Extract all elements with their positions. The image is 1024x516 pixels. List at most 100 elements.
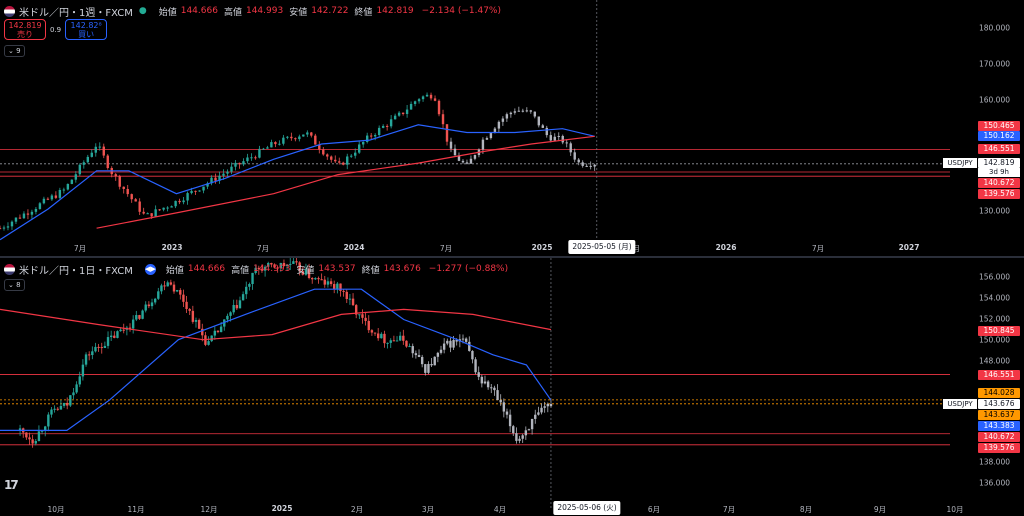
candle-body — [198, 190, 201, 192]
candle-body — [278, 143, 281, 145]
weekly-high-value: 144.993 — [245, 6, 284, 16]
candle-body — [294, 138, 297, 140]
candle-body — [292, 261, 295, 264]
candle-body — [254, 267, 257, 273]
candle-body — [144, 304, 147, 311]
x-tick: 2026 — [715, 243, 737, 252]
y-tick: 148.000 — [978, 356, 1010, 366]
candle-body — [274, 142, 277, 145]
daily-chart-pane[interactable]: 米ドル／円・1日・FXCM ◀▶ 始値 144.666 高値 144.993 安値 1… — [0, 258, 1024, 516]
candle-body — [441, 114, 445, 125]
candle-body — [98, 146, 101, 148]
candle-body — [358, 314, 361, 316]
weekly-low-label: 安値 — [289, 7, 308, 18]
candle-body — [545, 127, 548, 136]
buy-price: 142.82⁸ — [70, 21, 102, 30]
candle-body — [201, 328, 204, 336]
daily-open-label: 始値 — [165, 265, 184, 276]
candle-body — [414, 353, 418, 356]
daily-indicator-count: 8 — [16, 281, 21, 289]
candle-body — [505, 114, 509, 119]
candle-body — [449, 340, 452, 348]
x-tick: 10月 — [47, 505, 65, 514]
candle-body — [30, 211, 34, 215]
y-tick: 154.000 — [978, 293, 1010, 303]
candle-body — [301, 271, 304, 275]
candle-body — [74, 174, 78, 180]
x-tick: 2024 — [343, 243, 365, 252]
candle-body — [330, 156, 333, 160]
candle-body — [546, 403, 550, 407]
sell-button[interactable]: 142.819 売り — [4, 19, 46, 40]
candle-body — [420, 356, 424, 365]
candle-body — [369, 135, 373, 137]
daily-chart-canvas[interactable] — [0, 258, 1024, 516]
weekly-chart-pane[interactable]: 米ドル／円・1週・FXCM ● 始値 144.666 高値 144.993 安値 14… — [0, 0, 1024, 256]
candle-body — [50, 409, 53, 415]
candle-body — [258, 148, 261, 158]
candle-body — [160, 285, 163, 292]
candle-body — [524, 430, 528, 436]
replay-icon[interactable]: ◀▶ — [144, 263, 156, 275]
price-label-current: 143.676 — [978, 399, 1020, 409]
candle-body — [537, 412, 540, 415]
candle-body — [480, 376, 484, 384]
moving-average-blue-line — [0, 124, 595, 241]
candle-body — [116, 331, 119, 338]
candle-body — [282, 137, 285, 144]
price-label-139-576: 139.576 — [978, 443, 1020, 453]
daily-change: −1.277 (−0.88%) — [428, 264, 509, 274]
candle-body — [226, 315, 229, 320]
price-label-143-637: 143.637 — [978, 410, 1020, 420]
moving-average-red-line — [0, 308, 552, 341]
candle-body — [464, 338, 468, 342]
x-tick: 7月 — [722, 505, 736, 514]
candle-body — [142, 211, 145, 214]
weekly-indicators-toggle[interactable]: ⌄ 9 — [4, 45, 25, 57]
candle-body — [302, 134, 305, 137]
candle-body — [541, 125, 544, 128]
daily-close-label: 終値 — [361, 265, 380, 276]
pane-separator[interactable] — [0, 256, 1024, 258]
candle-body — [585, 165, 588, 167]
daily-indicators-toggle[interactable]: ⌄ 8 — [4, 279, 25, 291]
candle-body — [346, 156, 349, 165]
candle-body — [348, 298, 352, 300]
candle-body — [241, 294, 245, 301]
weekly-symbol-title[interactable]: 米ドル／円・1週・FXCM — [19, 7, 133, 19]
candle-body — [465, 162, 469, 164]
candle-body — [502, 402, 506, 412]
candle-body — [267, 262, 270, 267]
price-label-146-551: 146.551 — [978, 370, 1020, 380]
candle-body — [262, 148, 265, 150]
crosshair-date-label: 2025-05-06 (火) — [553, 501, 621, 515]
candle-body — [128, 327, 132, 329]
x-tick: 2月 — [350, 505, 364, 514]
candle-body — [130, 194, 133, 200]
weekly-chart-canvas[interactable] — [0, 0, 1024, 256]
candle-body — [442, 343, 446, 350]
candle-body — [222, 173, 225, 176]
candle-body — [533, 111, 537, 117]
candle-body — [182, 200, 185, 203]
candle-body — [342, 162, 345, 165]
candle-body — [452, 340, 455, 348]
candle-body — [525, 110, 529, 112]
candle-body — [351, 298, 355, 306]
price-label-146-551: 146.551 — [978, 144, 1020, 154]
candle-body — [509, 112, 513, 115]
tradingview-logo-icon[interactable]: 17 — [4, 478, 19, 492]
y-tick: 136.000 — [978, 478, 1010, 488]
candle-body — [84, 354, 88, 365]
candle-body — [147, 304, 151, 307]
candle-body — [174, 200, 177, 207]
candle-body — [276, 267, 279, 269]
candle-body — [28, 437, 31, 440]
candle-body — [202, 186, 205, 191]
buy-button[interactable]: 142.82⁸ 買い — [65, 19, 108, 40]
candle-body — [18, 217, 22, 219]
x-tick: 2027 — [898, 243, 920, 252]
candle-body — [170, 206, 173, 208]
bar-countdown: 3d 9h — [978, 168, 1020, 177]
daily-symbol-title[interactable]: 米ドル／円・1日・FXCM — [19, 265, 133, 277]
